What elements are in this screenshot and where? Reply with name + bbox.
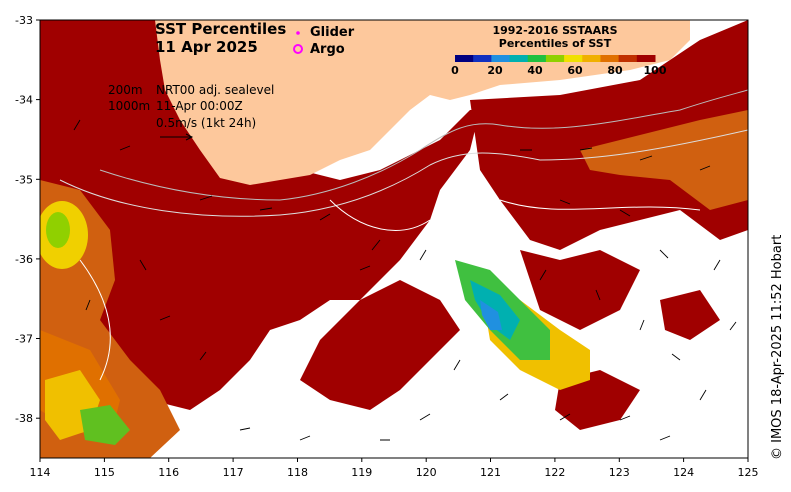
depth-200m-label: 200m (108, 83, 143, 97)
argo-marker-icon (293, 44, 303, 54)
time-label: 11-Apr 00:00Z (156, 99, 243, 113)
y-tick-34: -34 (15, 94, 33, 107)
colorbar-swatch (473, 55, 492, 62)
sst-orange-region-northeast (580, 110, 748, 210)
title-line-1: SST Percentiles (155, 20, 287, 38)
colorbar-swatch (527, 55, 547, 62)
y-tick-36: -36 (15, 253, 33, 266)
argo-label: Argo (310, 42, 345, 57)
colorbar-tick-40: 40 (527, 64, 543, 77)
x-tick-122: 122 (544, 466, 565, 479)
colorbar-swatch (545, 55, 565, 62)
product-label: NRT00 adj. sealevel (156, 83, 275, 97)
y-tick-35: -35 (15, 173, 33, 186)
colorbar-tick-100: 100 (643, 64, 667, 77)
x-tick-116: 116 (158, 466, 179, 479)
colorbar-title-line-2: Percentiles of SST (498, 37, 612, 50)
scale-vector-arrow (160, 133, 194, 141)
glider-label: Glider (310, 25, 355, 40)
colorbar-swatch (582, 55, 601, 62)
colorbar (455, 55, 656, 62)
glider-marker-icon (296, 31, 300, 35)
current-vectors (73, 119, 737, 441)
sst-blue-tongue (480, 300, 502, 330)
sst-warm-patch-se2 (555, 370, 640, 430)
colorbar-tick-0: 0 (451, 64, 459, 77)
colorbar-tick-20: 20 (487, 64, 503, 77)
y-axis (36, 19, 40, 419)
title-line-2: 11 Apr 2025 (155, 38, 258, 56)
x-tick-120: 120 (416, 466, 437, 479)
depth-1000m-label: 1000m (108, 99, 151, 113)
y-tick-38: -38 (15, 412, 33, 425)
x-tick-119: 119 (351, 466, 372, 479)
copyright: © IMOS 18-Apr-2025 11:52 Hobart (770, 234, 785, 460)
sst-green-eddy-west (46, 212, 70, 248)
x-tick-121: 121 (480, 466, 501, 479)
sst-warm-region-south (300, 280, 460, 410)
y-tick-33: -33 (15, 14, 33, 27)
contour-1000m (59, 129, 748, 217)
x-tick-123: 123 (609, 466, 630, 479)
scale-label: 0.5m/s (1kt 24h) (156, 116, 257, 130)
colorbar-title-line-1: 1992-2016 SSTAARS (492, 24, 618, 37)
colorbar-swatch (600, 55, 620, 62)
colorbar-swatch (509, 55, 529, 62)
colorbar-title: 1992-2016 SSTAARS Percentiles of SST (455, 24, 655, 50)
x-tick-118: 118 (287, 466, 308, 479)
x-tick-124: 124 (673, 466, 694, 479)
x-tick-114: 114 (30, 466, 51, 479)
contour-sla-1 (79, 199, 701, 381)
sst-warm-region-west (40, 20, 480, 410)
colorbar-swatch (491, 55, 511, 62)
colorbar-swatch (636, 55, 656, 62)
colorbar-swatch (618, 55, 638, 62)
sst-green-patch-sw (80, 405, 130, 445)
map-area (40, 20, 748, 458)
x-tick-125: 125 (738, 466, 759, 479)
sst-warm-patch-se3 (660, 290, 720, 340)
x-tick-117: 117 (223, 466, 244, 479)
x-tick-115: 115 (94, 466, 115, 479)
colorbar-swatch (564, 55, 583, 62)
contour-200m (99, 89, 748, 201)
colorbar-swatch (455, 55, 474, 62)
x-axis (39, 458, 749, 462)
map-frame (39, 19, 749, 459)
colorbar-tick-80: 80 (607, 64, 623, 77)
colorbar-tick-60: 60 (567, 64, 583, 77)
sst-warm-region-southeast (520, 250, 640, 330)
sst-warm-region-east (470, 20, 748, 250)
map-title: SST Percentiles 11 Apr 2025 (155, 20, 286, 56)
y-tick-37: -37 (15, 333, 33, 346)
